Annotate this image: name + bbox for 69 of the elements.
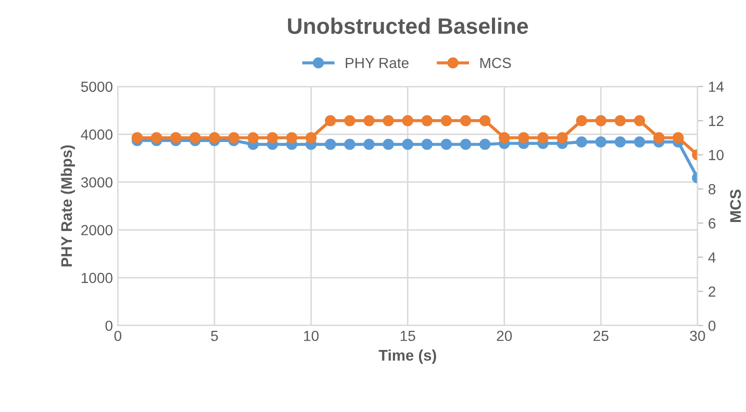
x-tick-label: 10 [304,330,319,342]
y2-axis-title: MCS [730,190,741,222]
point [248,132,259,144]
point [653,132,664,144]
point [440,138,452,150]
legend-label: MCS [480,58,511,68]
point [170,132,182,144]
point [344,138,356,150]
x-axis-title: Time (s) [378,349,436,364]
point [228,132,240,144]
x-tick-label: 0 [114,330,122,342]
point [518,132,530,144]
point [190,132,201,144]
point [266,132,278,144]
chart-title: Unobstructed Baseline [288,18,528,34]
point [595,115,606,126]
point [576,136,588,148]
point [402,115,414,126]
point [595,136,606,148]
point [479,115,491,126]
point [324,115,336,126]
y2-tick-label: 14 [709,82,724,92]
y-tick-label: 0 [105,320,112,331]
point [460,138,472,150]
y-axis-title: PHY Rate (Mbps) [60,145,76,266]
y-tick-label: 1000 [82,272,112,284]
point [306,132,317,144]
point [382,115,394,126]
point [672,132,684,144]
point [498,132,510,144]
y-tick-label: 2000 [81,224,112,236]
x-tick-label: 15 [400,330,416,342]
point [363,115,375,126]
point [537,132,548,144]
point [614,115,626,126]
point [402,138,414,150]
point [132,132,143,144]
point [286,132,298,144]
point [421,138,433,150]
point [208,132,220,144]
point [324,138,336,150]
point [344,115,356,126]
point [576,115,588,126]
y2-tick-label: 10 [709,150,724,160]
point [614,136,626,148]
point [634,115,646,126]
y-tick-label: 4000 [80,129,112,140]
point [150,132,162,144]
point [382,138,394,150]
y-tick-label: 5000 [81,82,112,92]
x-tick-label: 20 [496,330,512,342]
y2-tick-label: 0 [708,320,716,331]
point [421,115,433,126]
point [556,132,568,144]
y-tick-label: 3000 [81,177,112,188]
point [479,138,491,150]
y2-tick-label: 8 [708,184,716,194]
y2-tick-label: 4 [708,252,716,262]
y2-tick-label: 12 [709,116,724,126]
point [634,136,646,148]
x-tick-label: 5 [211,330,218,342]
x-tick-label: 25 [594,330,608,342]
point [440,115,452,126]
y2-tick-label: 6 [708,218,716,228]
x-tick-label: 30 [690,330,706,342]
point [460,115,472,126]
y2-tick-label: 2 [708,286,716,297]
point [363,138,375,150]
legend-label: PHY Rate [346,58,409,68]
